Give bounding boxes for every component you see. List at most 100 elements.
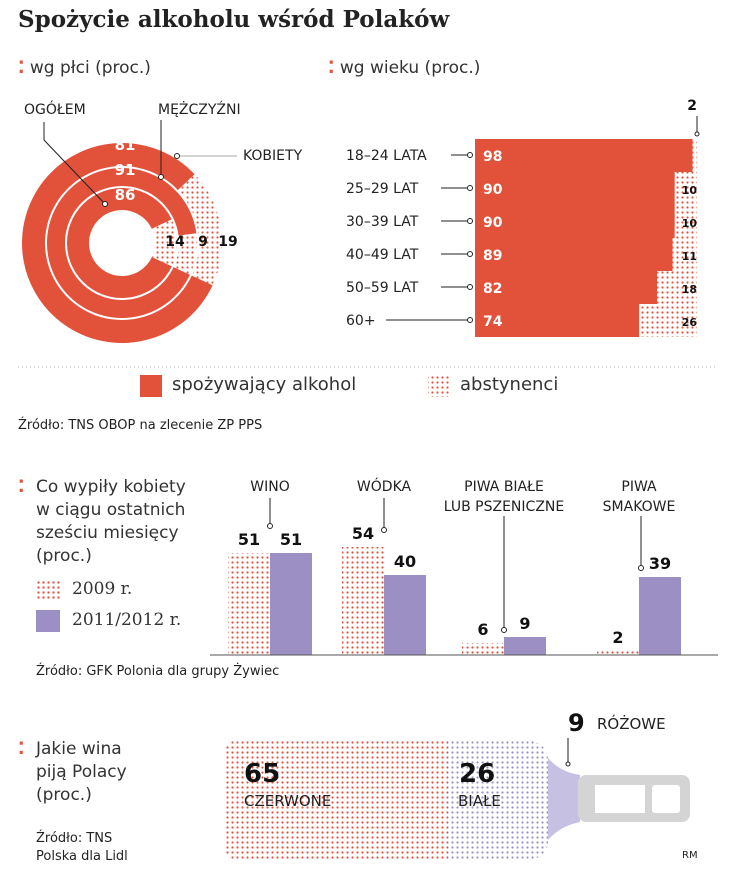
value-2011: 51 [280,530,302,549]
age-bar-abstinent [674,205,697,238]
label-ogolem: OGÓŁEM [24,100,86,118]
leader [43,122,106,205]
leader-dot [467,152,473,158]
bar-2011 [384,575,426,655]
legend-2009: 2009 r. [72,579,133,599]
age-label: 50–59 LAT [346,280,419,296]
donut-abstinent-value: 14 [165,234,185,250]
bar-2009 [342,547,384,655]
age-bar-abstinent [674,172,697,205]
value-2009: 54 [352,524,374,543]
wine-title-line: piją Polacy [36,762,127,782]
source-3: Źródło: TNS Polska dla Lidl [36,830,128,866]
age-value: 89 [483,248,502,264]
age-bar-abstinent [692,139,697,172]
age-label: 18–24 LATA [346,148,427,164]
source-3-line: Źródło: TNS [36,831,113,846]
age-bar-drinking [475,271,658,304]
donut-abstinent-value: 9 [198,234,208,250]
label-mezczyzni: MĘŻCZYŹNI [158,100,241,118]
legend-drinking: spożywający alkohol [172,374,357,395]
value-2009: 6 [477,620,488,639]
wine-title-line: Jakie wina [36,739,122,759]
donut-abstinent-2 [177,174,223,286]
bar-2009 [462,643,504,655]
leader-dot [694,131,700,137]
age-bar-abstinent [657,271,697,304]
age-value: 98 [483,149,502,165]
wine-title-line: (proc.) [36,785,92,805]
page-title: Spożycie alkoholu wśród Polaków [18,6,450,33]
value-2009: 51 [238,530,260,549]
age-bar-drinking [475,205,675,238]
donut-drinking-0 [66,187,172,298]
age-value: 74 [483,314,503,330]
wine-label: BIAŁE [458,792,501,810]
donut-value: 86 [115,186,136,204]
women-title-line: Co wypiły kobiety [36,477,186,497]
value-2011: 40 [394,552,416,571]
label-kobiety: KOBIETY [243,148,303,164]
leader-dot [467,218,473,224]
leader-dot [467,251,473,257]
wine-red-segment [225,740,465,860]
age-bar-abstinent [672,238,697,271]
age-heading: ⁚ wg wieku (proc.) [328,58,481,78]
age-label: 30–39 LAT [346,214,419,230]
donut-value: 91 [115,161,136,179]
value-2009: 2 [612,628,623,647]
women-title-line: sześciu miesięcy [36,523,179,543]
age-bar-drinking [475,172,675,205]
category-label: WÓDKA [357,477,412,495]
women-heading: ⁚ Co wypiły kobiety w ciągu ostatnich sz… [18,477,186,566]
leader-dot [467,317,473,323]
women-title-line: (proc.) [36,546,92,566]
bar-2011 [270,553,312,655]
age-value: 90 [483,215,503,231]
bar-2009 [597,651,639,655]
author: RM [682,850,698,861]
leader-dot [501,627,507,633]
bottle-window [652,785,680,813]
leader-dot [158,174,164,180]
wine-white-segment [448,740,548,860]
age-abstinent-value: 18 [682,283,697,296]
leader-dot [174,153,180,159]
gender-title: wg płci (proc.) [29,58,151,78]
legend-swatch-drinking [140,375,162,397]
bar-2009 [228,553,270,655]
age-title: wg wieku (proc.) [339,58,481,78]
donut-abstinent-value: 19 [218,234,237,250]
bottle-window [595,785,645,813]
value-2011: 39 [649,554,671,573]
leader-dot [381,527,387,533]
value-2011: 9 [519,614,530,633]
source-3-line: Polska dla Lidl [36,849,128,864]
age-abstinent-value: 11 [682,250,697,263]
source-2: Źródło: GFK Polonia dla grupy Żywiec [36,664,280,679]
women-title-line: w ciągu ostatnich [36,500,186,520]
age-bar-drinking [475,139,693,172]
leader-dot [102,201,108,207]
wine-value: 26 [459,759,495,789]
wine-rose-segment [548,758,580,840]
donut-abstinent-0 [151,219,177,267]
legend-abstinent: abstynenci [460,374,559,395]
wine-label: RÓŻOWE [597,714,666,733]
age-label: 25–29 LAT [346,181,419,197]
age-label: 40–49 LAT [346,247,419,263]
age-abstinent-value: 10 [682,184,698,197]
category-label: PIWA [621,479,657,495]
age-label: 60+ [346,313,376,329]
wine-heading: ⁚ Jakie wina piją Polacy (proc.) [18,739,127,805]
donut-value: 81 [115,136,136,154]
leader-dot [638,565,644,571]
age-bar-abstinent [639,304,697,337]
source-1: Źródło: TNS OBOP na zlecenie ZP PPS [18,418,263,433]
category-label: SMAKOWE [603,499,676,515]
bar-2011 [639,577,681,655]
bar-2011 [504,637,546,655]
leader-dot [467,185,473,191]
wine-value: 65 [244,759,280,789]
